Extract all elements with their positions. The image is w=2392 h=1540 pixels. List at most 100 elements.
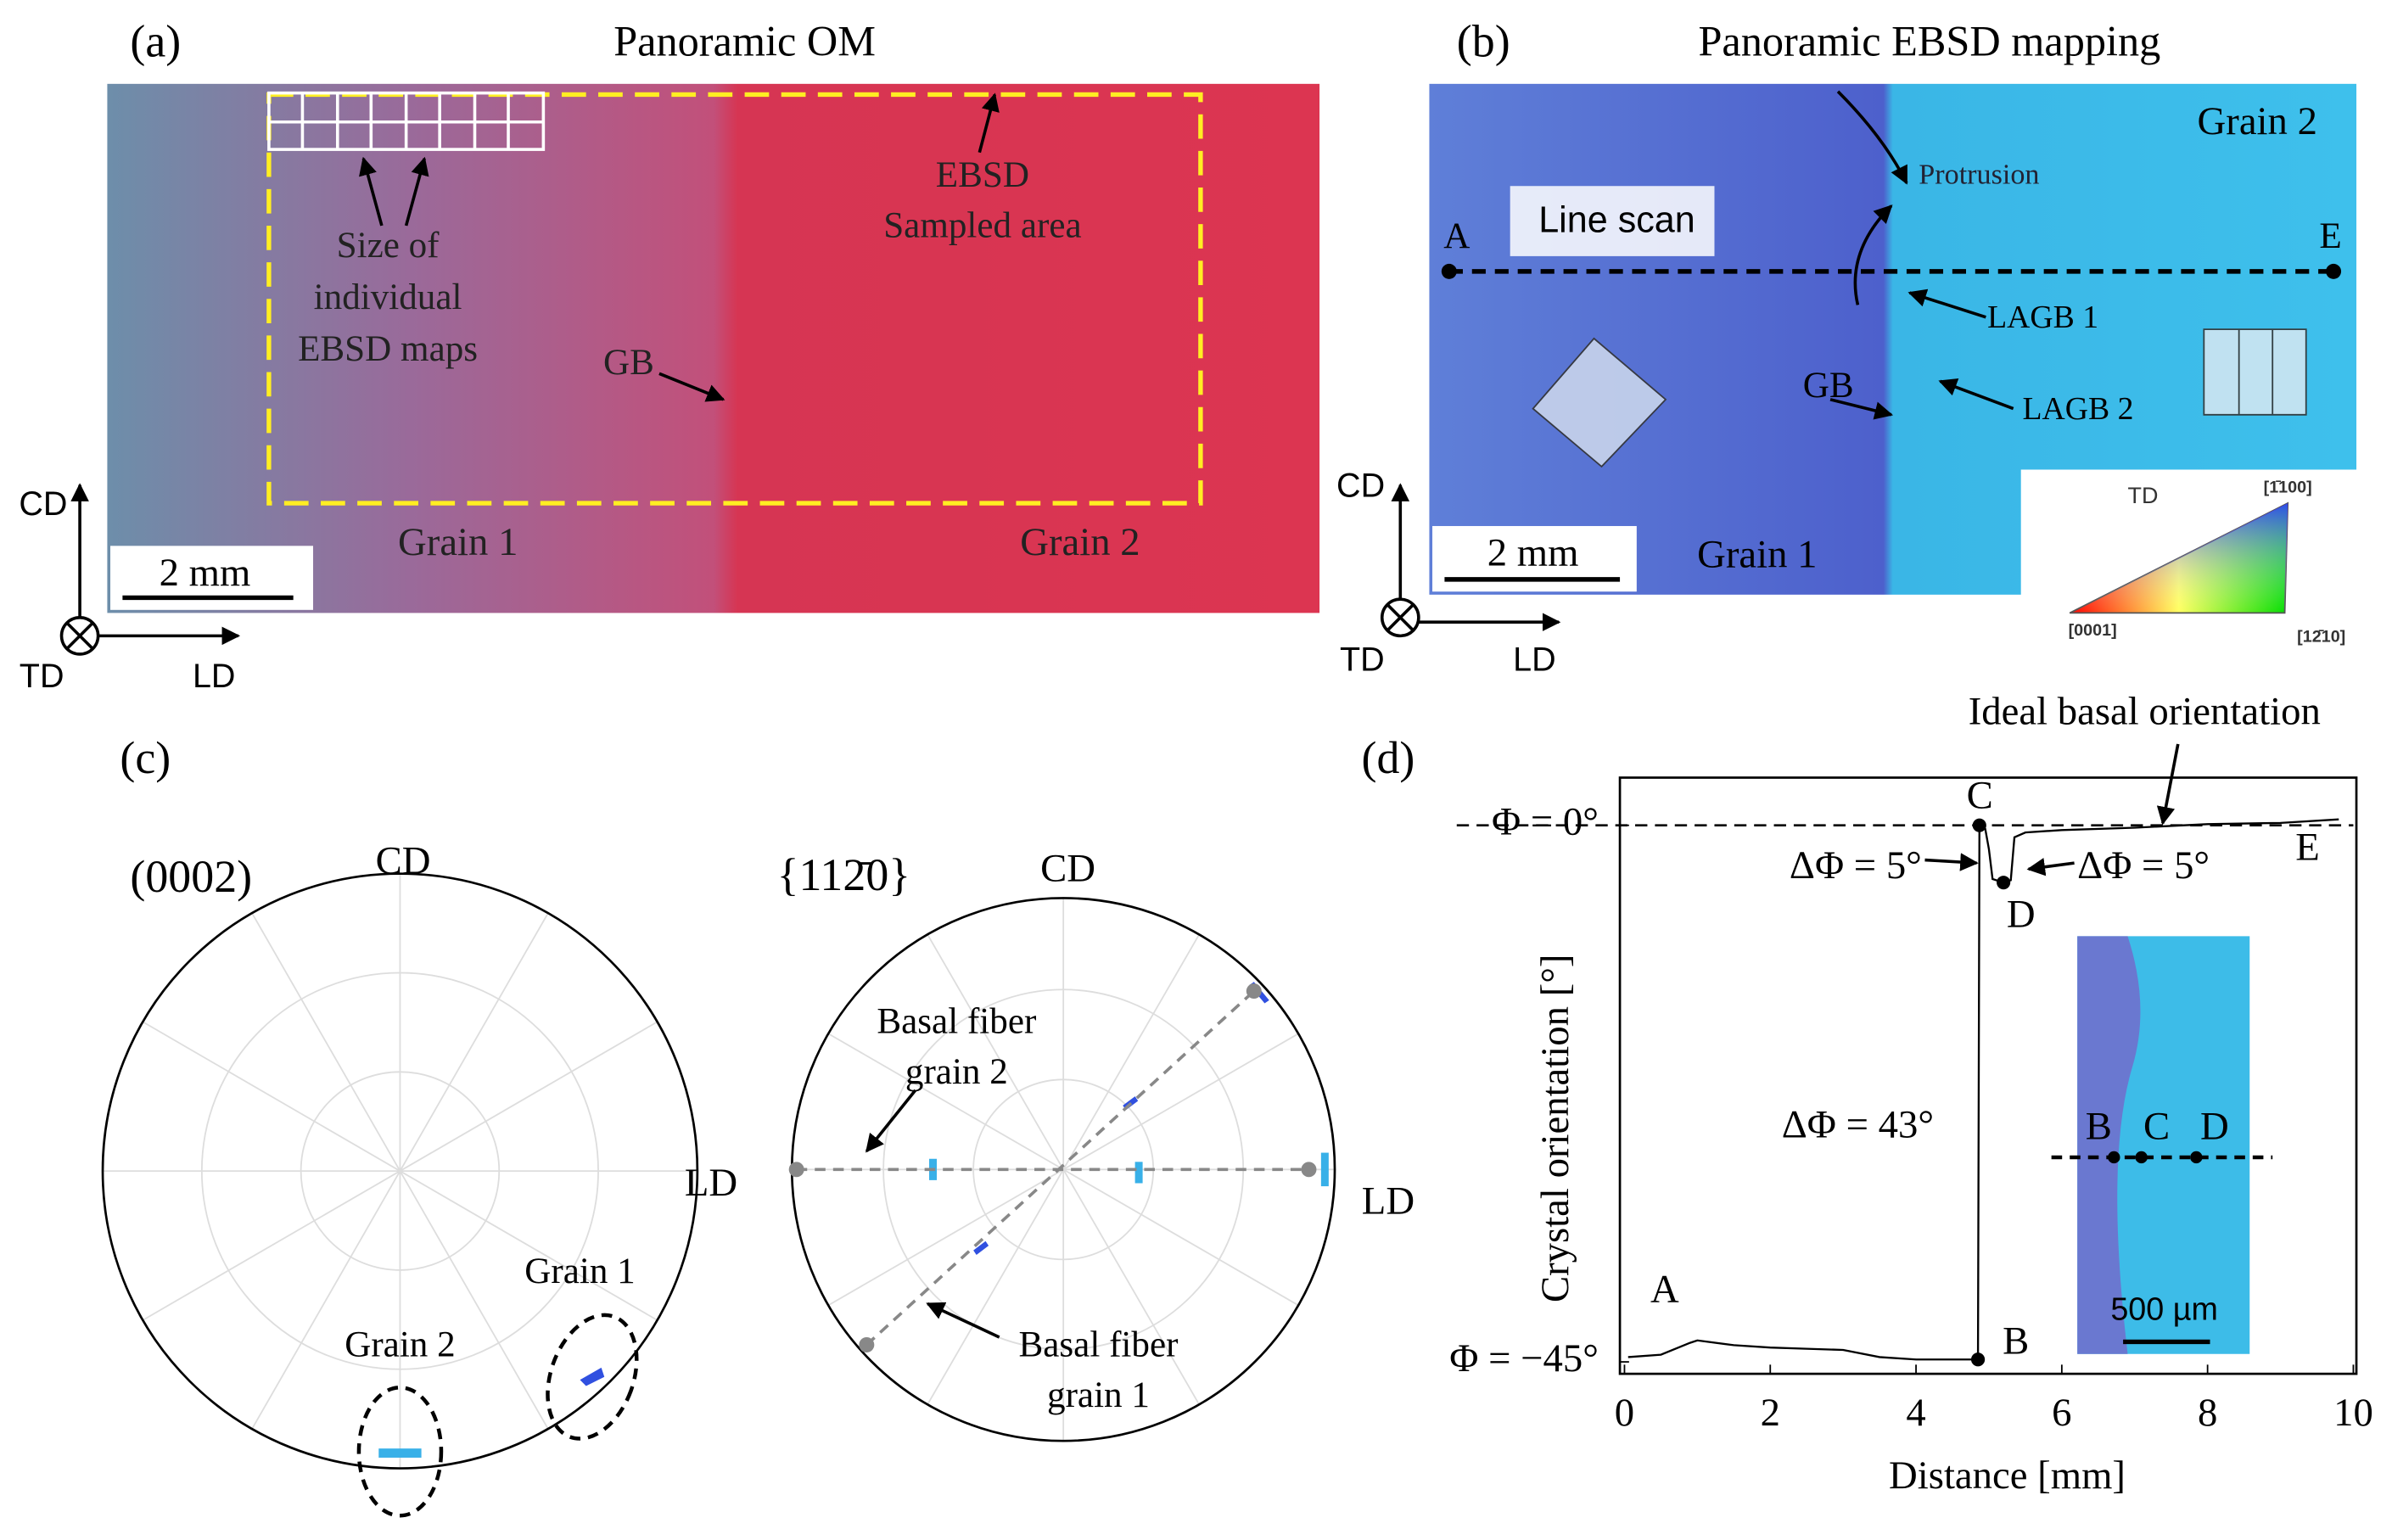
crystal-icons — [1532, 328, 2307, 468]
sampled-area — [266, 92, 1203, 506]
annotation: CD — [376, 839, 431, 883]
axes-symbol — [1380, 483, 1561, 638]
pole-figure — [101, 872, 699, 1470]
panel-title: Panoramic OM — [613, 17, 876, 64]
inset-label: B — [2086, 1104, 2112, 1148]
annotation: D — [2007, 893, 2036, 937]
annotation: LAGB 2 — [2022, 391, 2133, 427]
annotation: GB — [603, 343, 654, 383]
annotation: ΔΦ = 5° — [2077, 843, 2210, 888]
scale-label: 2 mm — [1487, 531, 1579, 575]
annotation: A — [1443, 216, 1470, 256]
om-image — [107, 83, 1320, 613]
annotation: EBSD — [936, 155, 1029, 195]
annotation: Protrusion — [1919, 159, 2039, 190]
annotation: individual — [314, 277, 462, 317]
annotation: Sampled area — [883, 205, 1081, 245]
y-tick-label: Φ = −45° — [1449, 1336, 1599, 1380]
arrows — [1924, 743, 2180, 876]
panel-label: (d) — [1361, 732, 1414, 783]
annotation: grain 2 — [905, 1052, 1008, 1092]
annotation: LAGB 1 — [1987, 300, 2098, 335]
annotation: Grain 2 — [1020, 520, 1140, 564]
legend-label: TD — [2127, 483, 2158, 508]
fiber-lines — [796, 989, 1309, 1347]
legend-label: [0001] — [2069, 621, 2117, 640]
inset-points — [2108, 1151, 2203, 1164]
panel-d: (d) A B C D E ΔΦ = 5° ΔΦ = 5° ΔΦ = 43° I… — [1361, 680, 2373, 1498]
grain-circles — [356, 1313, 639, 1518]
annotation: Basal fiber — [1019, 1324, 1179, 1364]
annotation: Ideal basal orientation — [1969, 690, 2321, 734]
panel-a: (a) Panoramic OM Size of individual EBSD… — [19, 15, 1320, 695]
arrows — [865, 1089, 1000, 1339]
annotation: E — [2319, 216, 2341, 256]
arrows — [1829, 90, 2014, 420]
panel-label: (a) — [130, 15, 181, 66]
panel-label: (b) — [1457, 15, 1510, 66]
inset-label: D — [2200, 1104, 2229, 1148]
legend-label: [1̄100] — [2264, 478, 2312, 496]
ipf-triangle-shade — [2070, 503, 2288, 613]
scale-label: 2 mm — [160, 551, 251, 595]
axis-label: TD — [20, 658, 64, 695]
annotation: C — [1967, 773, 1993, 817]
annotation: GB — [1803, 366, 1854, 406]
label-bg — [1915, 680, 2373, 751]
annotation: ΔΦ = 43° — [1782, 1103, 1934, 1147]
inset-grain1 — [2077, 936, 2141, 1354]
inset-label: C — [2143, 1104, 2170, 1148]
point-marker — [1970, 1352, 1986, 1367]
legend-label: [12̄10] — [2297, 627, 2345, 646]
axis-label: LD — [193, 658, 236, 695]
annotation: Size of — [337, 226, 440, 266]
x-tick-label: 10 — [2333, 1391, 2373, 1435]
map-grid — [267, 91, 546, 151]
annotation: CD — [1040, 847, 1095, 891]
annotation: LD — [685, 1161, 737, 1205]
x-tick-label: 8 — [2198, 1391, 2217, 1435]
annotation: ΔΦ = 5° — [1790, 843, 1922, 888]
label-bg — [1510, 186, 1715, 256]
annotation: Grain 1 — [398, 520, 518, 564]
y-tick-label: Φ = 0° — [1492, 799, 1599, 843]
fiber-ends — [788, 983, 1317, 1352]
annotation: Basal fiber — [877, 1001, 1036, 1041]
poles — [378, 982, 1329, 1458]
panel-b: (b) Panoramic EBSD mapping Protrusion Gr… — [1336, 15, 2365, 678]
x-tick-label: 6 — [2052, 1391, 2071, 1435]
annotation: A — [1650, 1268, 1679, 1312]
annotation: EBSD maps — [298, 329, 478, 369]
annotation: Line scan — [1538, 200, 1695, 241]
x-tick-label: 2 — [1761, 1391, 1780, 1435]
y-axis-label: Crystal orientation [°] — [1533, 955, 1577, 1302]
annotation: Grain 2 — [345, 1324, 455, 1364]
x-axis-label: Distance [mm] — [1889, 1453, 2126, 1498]
x-tick-label: 0 — [1615, 1391, 1634, 1435]
axis-label: CD — [1336, 467, 1385, 504]
x-tick-label: 4 — [1906, 1391, 1925, 1435]
annotation: Grain 1 — [1697, 532, 1817, 576]
pole-title: (0002) — [130, 851, 252, 902]
axis-label: TD — [1340, 641, 1385, 678]
annotation: B — [2003, 1319, 2029, 1364]
panel-title: Panoramic EBSD mapping — [1698, 17, 2160, 64]
point — [2326, 263, 2342, 279]
annotation: Grain 2 — [2198, 99, 2317, 143]
axis-label: CD — [19, 485, 67, 523]
annotation: grain 1 — [1047, 1375, 1150, 1415]
panel-c: (c) (0002) CD LD Grain 1 Grain 2 {112̄0}… — [101, 732, 1414, 1518]
point-marker — [1997, 876, 2011, 890]
point — [1441, 263, 1457, 279]
point-marker — [1972, 818, 1986, 832]
inset-label: 500 µm — [2110, 1291, 2218, 1326]
pole-title: {112̄0} — [777, 849, 911, 900]
annotation: LD — [1362, 1179, 1414, 1223]
annotation: Grain 1 — [524, 1252, 636, 1291]
axes-symbol — [59, 483, 241, 656]
annotation: E — [2295, 825, 2320, 869]
axis-label: LD — [1513, 641, 1556, 678]
arrows — [359, 92, 1000, 402]
plot-frame — [1618, 776, 2358, 1375]
